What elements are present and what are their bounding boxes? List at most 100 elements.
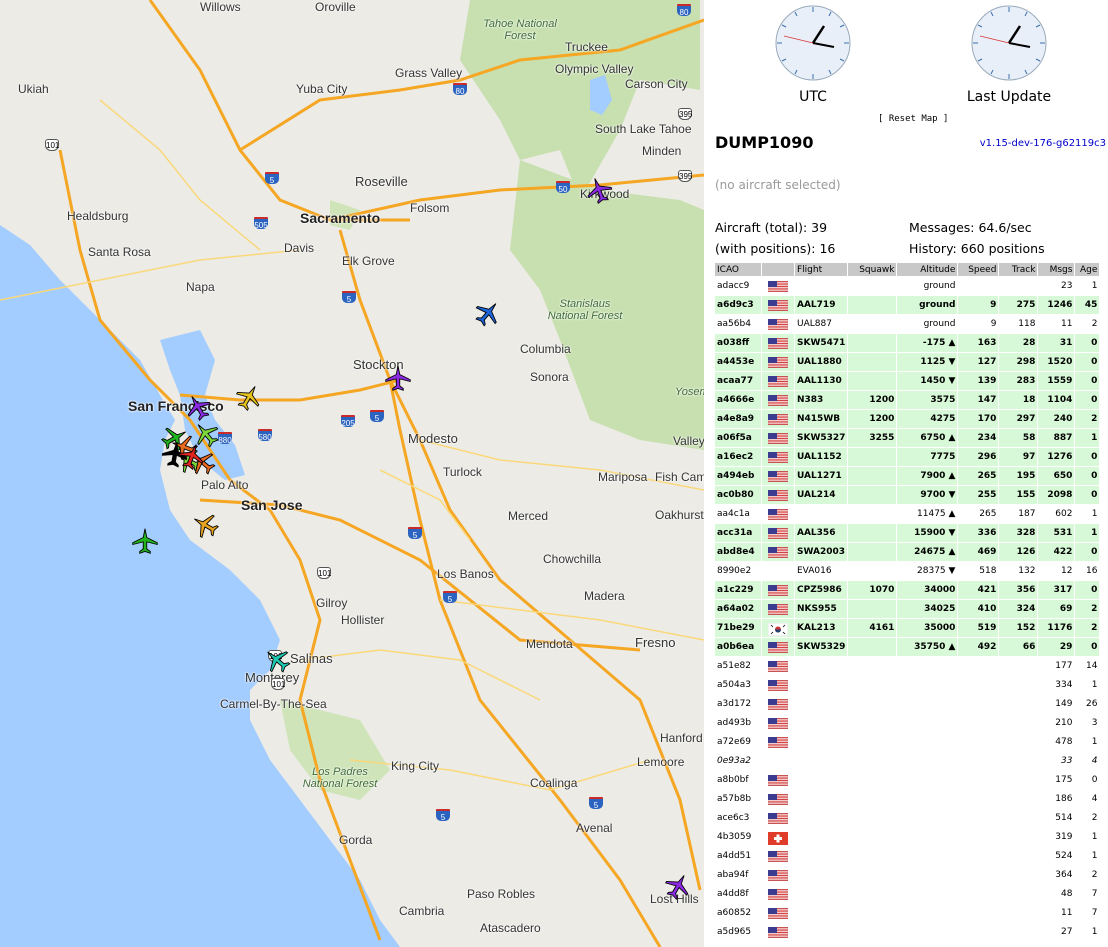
aircraft-row[interactable]: a6d9c3 AAL719 ground 9 275 1246 45	[715, 296, 1100, 314]
aircraft-row[interactable]: 4b3059 319 1	[715, 828, 1099, 846]
cell-icao: a51e82	[717, 661, 751, 671]
cell-alt	[897, 752, 957, 770]
cell-msgs: 422	[1038, 543, 1075, 561]
col-altitude[interactable]: Altitude	[897, 263, 958, 276]
cell-flight: UAL214	[795, 486, 848, 504]
cell-track	[999, 828, 1037, 846]
aircraft-marker-icon[interactable]	[186, 414, 225, 453]
aircraft-row[interactable]: a4e8a9 N415WB 1200 4275 170 297 240 2	[715, 410, 1100, 428]
map-city-label: Fresno	[635, 635, 676, 650]
aircraft-marker-icon[interactable]	[468, 293, 507, 332]
col-icao[interactable]: ICAO	[715, 263, 761, 276]
aircraft-row[interactable]: aa56b4 UAL887 ground 9 118 11 2	[715, 315, 1099, 333]
aircraft-marker-icon[interactable]	[156, 419, 194, 457]
cell-track	[999, 923, 1037, 941]
cell-squawk	[848, 600, 897, 618]
aircraft-row[interactable]: adacc9 ground 23 1	[715, 277, 1099, 295]
version-link[interactable]: v1.15-dev-176-g62119c3	[979, 138, 1106, 149]
cell-icao: 4b3059	[717, 832, 752, 842]
aircraft-row[interactable]: a3d172 149 26	[715, 695, 1099, 713]
cell-squawk	[848, 372, 897, 390]
flag-icon	[762, 809, 794, 827]
aircraft-row[interactable]: 0e93a2 33 4	[715, 752, 1099, 770]
aircraft-row[interactable]: a06f5a SKW5327 3255 6750 ▲ 234 58 887 1	[715, 429, 1100, 447]
aircraft-row[interactable]: aba94f 364 2	[715, 866, 1099, 884]
cell-age: 2	[1091, 319, 1098, 329]
aircraft-marker-icon[interactable]	[659, 867, 697, 905]
map-forest-label: Los Padres National Forest	[302, 766, 378, 790]
cell-speed: 421	[958, 581, 999, 599]
col-age[interactable]: Age	[1075, 263, 1100, 276]
cell-age: 1	[1091, 281, 1098, 291]
aircraft-row[interactable]: a8b0bf 175 0	[715, 771, 1099, 789]
aircraft-marker-icon[interactable]	[131, 527, 159, 555]
aircraft-row[interactable]: acaa77 AAL1130 1450 ▼ 139 283 1559 0	[715, 372, 1100, 390]
cell-speed: 147	[958, 391, 999, 409]
aircraft-row[interactable]: a57b8b 186 4	[715, 790, 1099, 808]
aircraft-marker-icon[interactable]	[230, 378, 268, 416]
aircraft-row[interactable]: a4453e UAL1880 1125 ▼ 127 298 1520 0	[715, 353, 1100, 371]
cell-track	[999, 733, 1037, 751]
map-city-label: Minden	[642, 144, 682, 158]
reset-map-button[interactable]: [ Reset Map ]	[878, 114, 949, 124]
col-flight[interactable]: Flight	[795, 263, 848, 276]
aircraft-row[interactable]: a72e69 478 1	[715, 733, 1099, 751]
cell-alt	[897, 657, 957, 675]
aircraft-row[interactable]: a494eb UAL1271 7900 ▲ 265 195 650 0	[715, 467, 1100, 485]
aircraft-marker-icon[interactable]	[179, 388, 217, 426]
aircraft-row[interactable]: a16ec2 UAL1152 7775 296 97 1276 0	[715, 448, 1100, 466]
aircraft-row[interactable]: a64a02 NKS955 34025 410 324 69 2	[715, 600, 1100, 618]
highway-shield-icon: 5	[265, 172, 279, 185]
aircraft-row[interactable]: a504a3 334 1	[715, 676, 1099, 694]
aircraft-row[interactable]: a4dd8f 48 7	[715, 885, 1099, 903]
flag-icon	[762, 904, 794, 922]
cell-squawk	[848, 353, 897, 371]
aircraft-row[interactable]: abd8e4 SWA2003 24675 ▲ 469 126 422 0	[715, 543, 1100, 561]
aircraft-row[interactable]: a51e82 177 14	[715, 657, 1099, 675]
cell-icao: aba94f	[717, 870, 749, 880]
cell-alt: 9700 ▼	[897, 486, 958, 504]
cell-icao: aa56b4	[717, 319, 751, 329]
aircraft-marker-icon[interactable]	[186, 506, 224, 544]
cell-msgs: 12	[1060, 566, 1073, 576]
cell-icao: abd8e4	[715, 543, 761, 561]
aircraft-row[interactable]: ac0b80 UAL214 9700 ▼ 255 155 2098 0	[715, 486, 1100, 504]
col-msgs[interactable]: Msgs	[1038, 263, 1075, 276]
aircraft-row[interactable]: 71be29 KAL213 4161 35000 519 152 1176 2	[715, 619, 1100, 637]
aircraft-row[interactable]: a0b6ea SKW5329 35750 ▲ 492 66 29 0	[715, 638, 1100, 656]
map-city-label: Mendota	[526, 637, 573, 651]
col-speed[interactable]: Speed	[958, 263, 999, 276]
cell-alt	[897, 676, 957, 694]
cell-squawk	[848, 714, 896, 732]
aircraft-row[interactable]: ace6c3 514 2	[715, 809, 1099, 827]
aircraft-marker-icon[interactable]	[159, 438, 191, 470]
aircraft-row[interactable]: a4666e N383 1200 3575 147 18 1104 0	[715, 391, 1100, 409]
aircraft-row[interactable]: 8990e2 EVA016 28375 ▼ 518 132 12 16	[715, 562, 1099, 580]
cell-icao: 0e93a2	[717, 756, 751, 766]
highway-shield-icon: 395	[678, 170, 693, 182]
aircraft-row[interactable]: a4dd51 524 1	[715, 847, 1099, 865]
aircraft-row[interactable]: aa4c1a 11475 ▲ 265 187 602 1	[715, 505, 1099, 523]
aircraft-marker-icon[interactable]	[384, 364, 412, 392]
aircraft-marker-icon[interactable]	[174, 438, 210, 474]
aircraft-row[interactable]: ad493b 210 3	[715, 714, 1099, 732]
aircraft-row[interactable]: a1c229 CPZ5986 1070 34000 421 356 317 0	[715, 581, 1100, 599]
aircraft-row[interactable]: a038ff SKW5471 -175 ▲ 163 28 31 0	[715, 334, 1100, 352]
aircraft-row[interactable]: a60852 11 7	[715, 904, 1099, 922]
cell-age: 2	[1091, 813, 1098, 823]
col-squawk[interactable]: Squawk	[848, 263, 897, 276]
map-view[interactable]: Ukiah Yuba City Grass Valley Truckee Olympic…	[0, 0, 704, 947]
utc-clock-label: UTC	[799, 89, 827, 105]
aircraft-marker-icon[interactable]	[257, 640, 296, 679]
aircraft-row[interactable]: a5d965 27 1	[715, 923, 1099, 941]
aircraft-row[interactable]: acc31a AAL356 15900 ▼ 336 328 531 1	[715, 524, 1100, 542]
cell-speed: 9	[958, 296, 999, 314]
cell-speed: 492	[958, 638, 999, 656]
cell-icao: a60852	[717, 908, 752, 918]
cell-alt: 7900 ▲	[897, 467, 958, 485]
col-flag[interactable]	[762, 263, 794, 276]
aircraft-marker-icon[interactable]	[581, 172, 617, 208]
col-track[interactable]: Track	[999, 263, 1038, 276]
cell-alt	[897, 885, 957, 903]
cell-track	[999, 904, 1037, 922]
